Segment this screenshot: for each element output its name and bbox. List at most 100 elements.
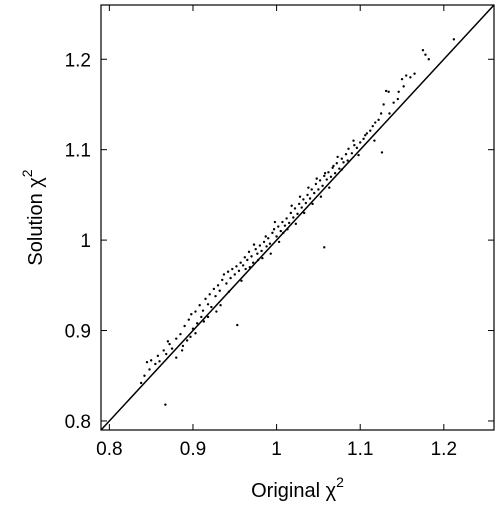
data-point [215,310,218,313]
data-points [139,38,456,406]
data-point [313,191,316,195]
data-point [264,235,267,238]
data-point [233,273,236,276]
identity-line [100,4,495,431]
data-point [227,290,231,293]
data-point [352,139,355,142]
data-point [359,141,362,144]
y-tick-label: 0.8 [65,412,91,433]
data-point [388,112,391,115]
data-point [179,332,182,336]
data-point [221,278,224,282]
data-point [332,164,335,168]
data-point [353,143,356,147]
data-point [327,171,330,174]
data-point [350,152,354,155]
data-point [262,240,266,244]
data-point [285,217,288,220]
data-point [340,157,344,160]
data-point [206,303,210,306]
data-point [283,224,287,227]
data-point [413,72,416,75]
data-point [308,197,312,200]
data-point [235,265,238,268]
data-point [302,198,305,201]
y-axis-label-text: Solution χ [25,177,47,266]
data-point [168,342,171,346]
data-point [236,323,239,327]
data-point [279,229,282,233]
data-point [143,374,146,377]
data-point [421,49,425,52]
data-point [344,153,348,156]
data-point [208,293,211,296]
y-axis-label: Solution χ2 [19,169,47,265]
data-point [452,38,456,41]
data-point [328,186,331,189]
data-point [156,354,160,358]
data-point [397,90,400,94]
y-tick-label: 1.2 [65,50,91,71]
data-point [321,184,324,188]
plot-area: 0.8 0.9 1 1.1 1.2 0.8 0.9 1 1.1 1.2 [65,4,495,460]
data-point [250,255,253,258]
data-point [318,179,322,182]
reference-line-layer [100,4,495,431]
data-point [340,168,344,171]
data-point [225,282,228,285]
data-point [300,206,303,209]
data-point [331,166,334,169]
data-point [145,360,149,364]
data-point [272,228,276,231]
data-point [175,356,178,359]
y-axis-ticks: 0.8 0.9 1 1.1 1.2 [65,50,494,433]
data-point [333,171,337,175]
data-point [347,147,350,150]
x-axis-label-superscript: 2 [336,474,344,490]
data-point [189,335,192,339]
data-point [273,220,277,224]
data-point [304,201,308,205]
data-point [282,231,285,235]
data-point [289,211,293,215]
data-point [149,359,153,362]
data-point [317,188,320,191]
data-point [277,225,280,228]
data-point [241,264,245,267]
data-point [286,228,289,231]
data-point [237,269,241,273]
x-tick-label: 0.9 [180,439,206,460]
data-point [292,216,295,219]
data-point [293,207,297,210]
data-point [240,279,243,282]
data-point [384,89,388,93]
x-axis-label-text: Original χ [251,480,336,502]
data-point [170,347,174,350]
data-point [248,266,252,269]
data-point [281,220,284,224]
data-point [204,297,207,301]
x-tick-label: 1.2 [431,439,457,460]
data-point [387,90,390,94]
data-point [246,258,249,262]
data-point [195,322,199,325]
data-point [218,289,221,292]
data-point [200,315,203,319]
data-point [219,304,222,307]
data-point [229,276,232,280]
data-point [424,53,427,56]
data-point [275,235,278,238]
data-point [251,261,255,264]
data-point [311,202,314,206]
data-point [185,339,189,342]
data-point [306,193,309,197]
x-tick-label: 1 [271,439,282,460]
data-point [198,304,201,307]
data-point [187,318,190,321]
data-point [315,177,318,180]
plot-frame [100,4,495,431]
data-point [239,261,242,264]
data-point [194,310,197,313]
data-point [400,77,404,81]
